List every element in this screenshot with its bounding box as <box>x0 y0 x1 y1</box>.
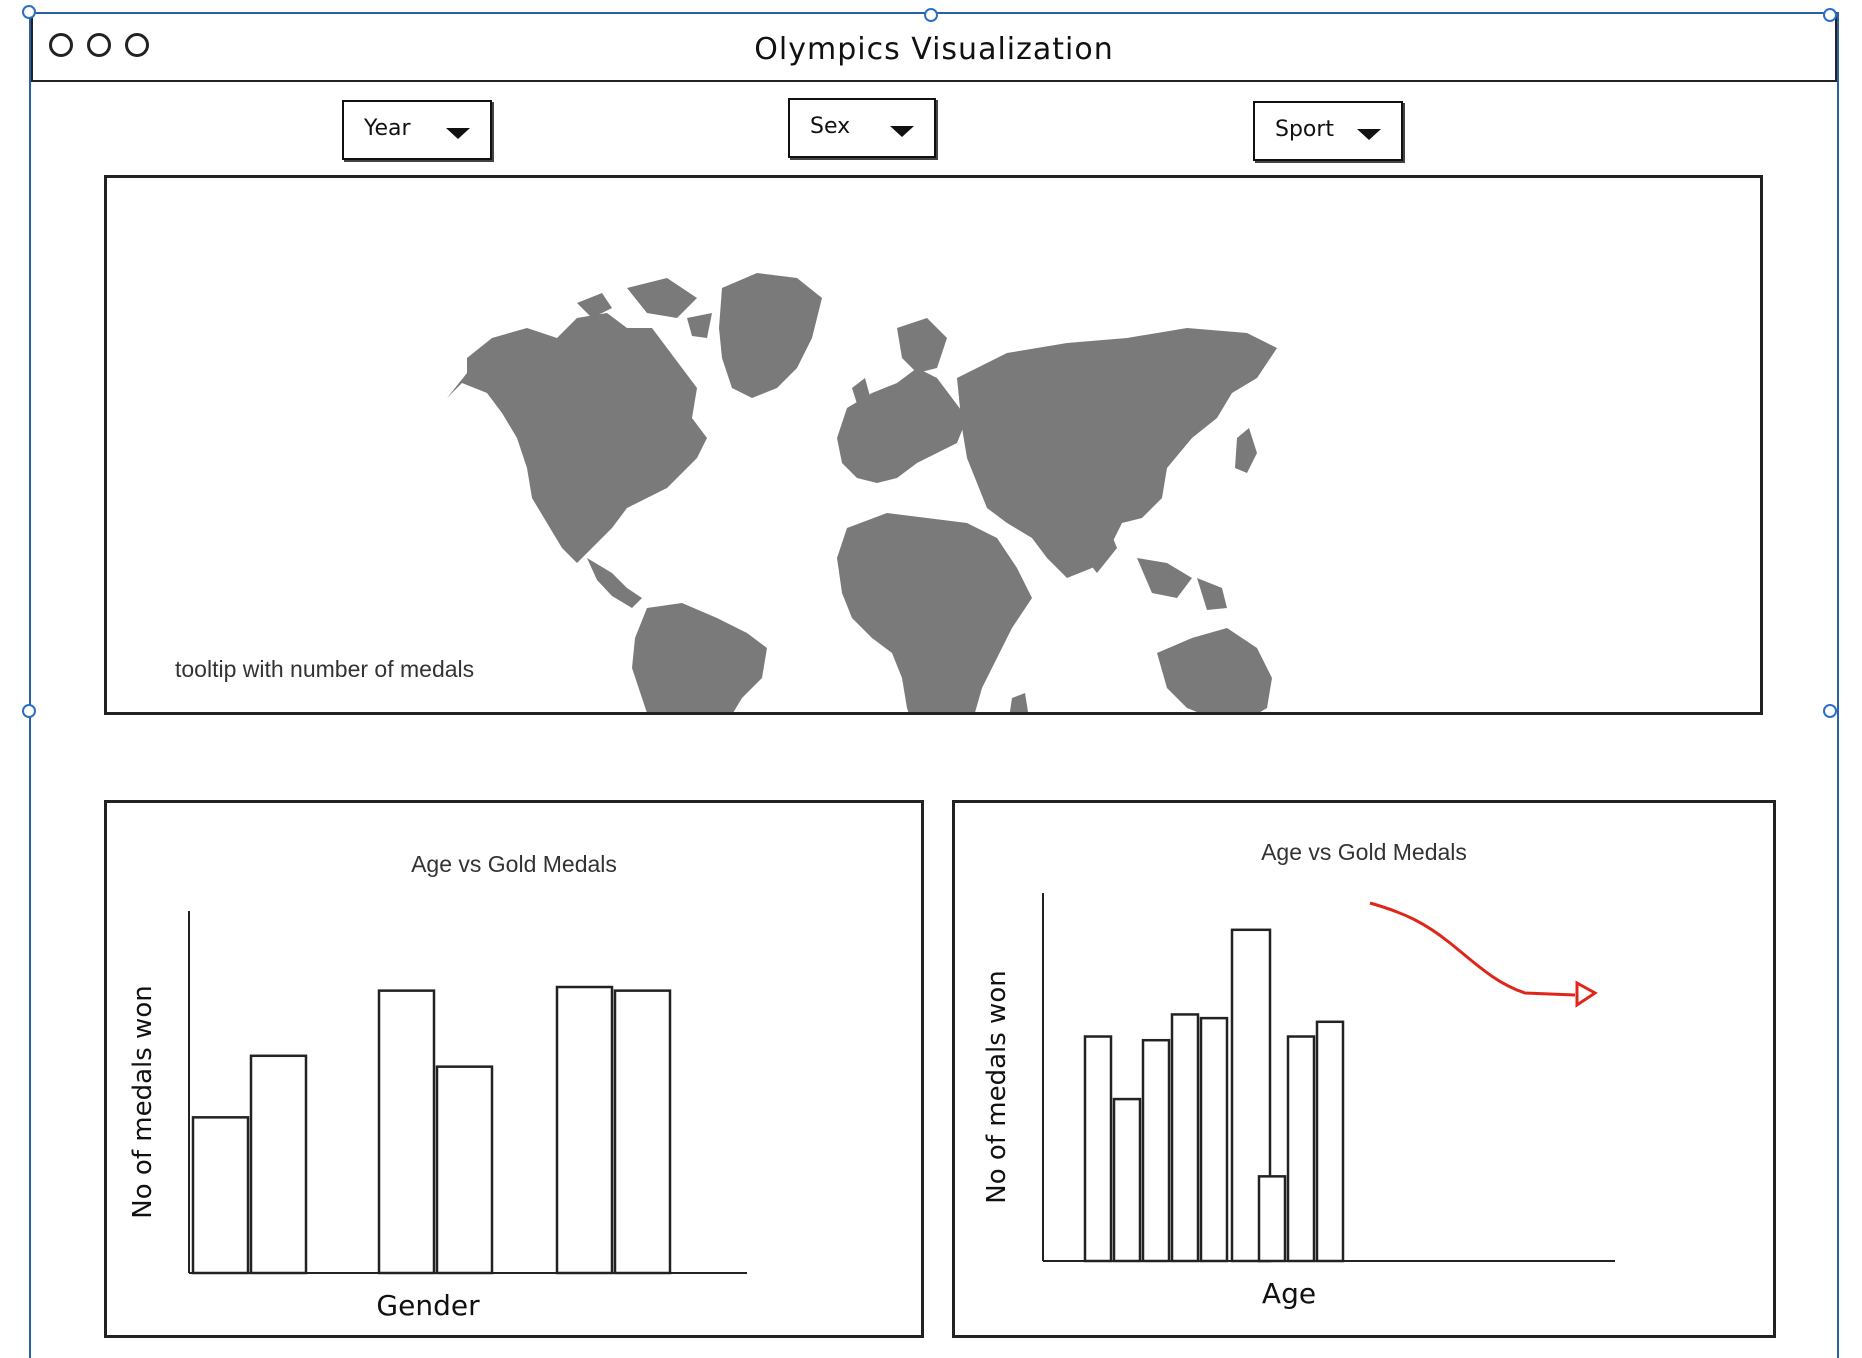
title-bar: Olympics Visualization <box>31 12 1837 82</box>
sport-dropdown-label: Sport <box>1275 117 1335 142</box>
chevron-down-icon <box>890 126 914 137</box>
resize-handle-top-right[interactable] <box>1823 8 1837 22</box>
map-india <box>1077 518 1117 573</box>
maximize-window-button[interactable] <box>125 33 149 57</box>
age-chart-bar[interactable] <box>1286 1035 1316 1263</box>
map-asia <box>957 328 1277 578</box>
map-scandinavia <box>897 318 947 373</box>
resize-handle-right[interactable] <box>1823 704 1837 718</box>
gender-chart-bar[interactable] <box>249 1054 308 1275</box>
sex-dropdown[interactable]: Sex <box>788 98 936 158</box>
map-middle-east <box>987 473 1052 523</box>
map-tooltip-note: tooltip with number of medals <box>175 656 475 682</box>
x-axis-label: Gender <box>376 1289 480 1322</box>
map-southeast-asia <box>1137 558 1227 610</box>
map-australia <box>1157 628 1272 712</box>
map-uk <box>852 378 871 410</box>
chevron-down-icon <box>446 128 470 139</box>
y-axis-label: No of medals won <box>982 970 1012 1203</box>
map-panel: tooltip with number of medals <box>104 175 1763 715</box>
gender-chart-title: Age vs Gold Medals <box>411 851 617 877</box>
arrowhead-icon <box>1575 980 1598 1008</box>
gender-chart-bar[interactable] <box>555 985 614 1275</box>
age-chart-bar[interactable] <box>1141 1038 1171 1263</box>
close-window-button[interactable] <box>49 33 73 57</box>
year-dropdown[interactable]: Year <box>342 100 492 160</box>
map-north-america <box>447 313 707 563</box>
gender-chart-bar[interactable] <box>377 989 436 1275</box>
age-chart-panel: Age vs Gold Medals Age No of medals won <box>952 800 1776 1338</box>
sex-dropdown-label: Sex <box>810 114 851 139</box>
map-madagascar <box>1009 693 1029 712</box>
map-greenland <box>719 273 822 398</box>
chevron-down-icon <box>1357 129 1381 140</box>
map-africa <box>837 513 1032 712</box>
resize-handle-top-left[interactable] <box>22 5 36 19</box>
age-chart-bar[interactable] <box>1315 1020 1345 1263</box>
trend-arrow-icon <box>1369 901 1576 997</box>
age-chart-bar[interactable] <box>1257 1175 1287 1263</box>
map-central-america <box>587 558 642 608</box>
gender-chart-bar[interactable] <box>191 1116 250 1275</box>
app-window: Olympics Visualization Year Sex Sport <box>29 12 1839 1358</box>
age-chart-bar[interactable] <box>1170 1013 1200 1263</box>
y-axis-label: No of medals won <box>128 985 158 1218</box>
resize-handle-left[interactable] <box>22 704 36 718</box>
window-title: Olympics Visualization <box>754 32 1114 67</box>
age-chart-bar[interactable] <box>1112 1097 1142 1263</box>
gender-chart-bar[interactable] <box>613 989 672 1275</box>
resize-handle-top[interactable] <box>924 8 938 22</box>
age-bar-chart: Age No of medals won <box>982 893 1615 1310</box>
age-chart-bar[interactable] <box>1083 1035 1113 1263</box>
map-japan <box>1235 428 1257 473</box>
gender-chart-bar[interactable] <box>435 1065 494 1275</box>
gender-bar-chart: Gender No of medals won <box>128 911 747 1322</box>
year-dropdown-label: Year <box>364 116 411 141</box>
map-arctic-islands <box>577 278 712 338</box>
sport-dropdown[interactable]: Sport <box>1253 101 1403 161</box>
window-controls <box>49 33 149 57</box>
world-map[interactable] <box>107 178 1760 712</box>
gender-chart-panel: Age vs Gold Medals Gender No of medals wo… <box>104 800 924 1338</box>
age-chart-bar[interactable] <box>1199 1016 1229 1263</box>
map-south-america <box>632 603 767 712</box>
world-map-landmass <box>447 273 1277 712</box>
minimize-window-button[interactable] <box>87 33 111 57</box>
x-axis-label: Age <box>1262 1277 1316 1310</box>
age-chart-title: Age vs Gold Medals <box>1261 839 1467 865</box>
